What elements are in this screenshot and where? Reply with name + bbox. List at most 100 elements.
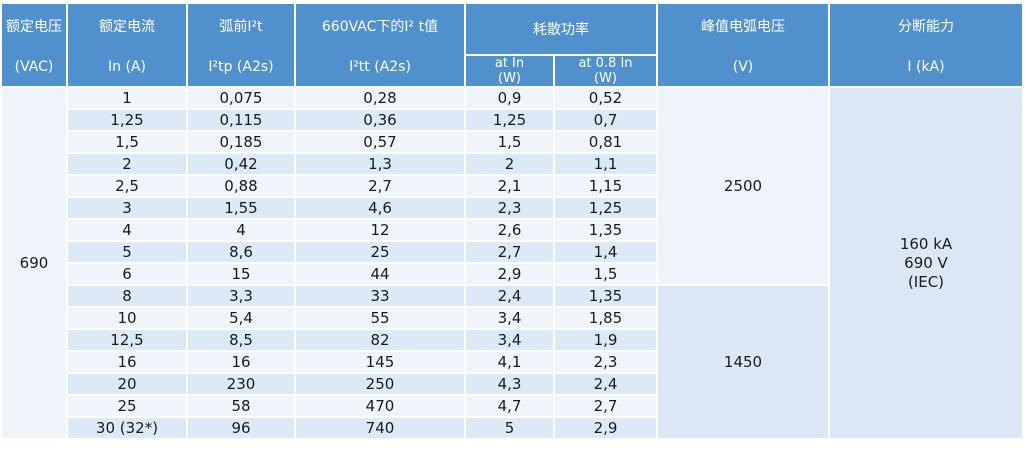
cell-rated-current: 12,5 — [68, 330, 186, 350]
cell-power-at-in: 2,6 — [466, 220, 553, 240]
header-i2t-660vac-label: 660VAC下的I² t值 — [321, 18, 439, 35]
cell-power-at-08in: 2,4 — [555, 374, 656, 394]
cell-rated-current: 1 — [68, 88, 186, 108]
cell-i2t-660vac: 145 — [296, 352, 464, 372]
header-power-at-in: at In (W) — [466, 56, 553, 86]
cell-power-at-in: 2,7 — [466, 242, 553, 262]
table-row: 6 15 44 2,9 1,5 — [2, 264, 1022, 284]
header-rated-voltage: 额定电压 (VAC) — [2, 4, 66, 86]
cell-power-at-in: 3,4 — [466, 330, 553, 350]
cell-rated-current: 2 — [68, 154, 186, 174]
cell-power-at-08in: 1,15 — [555, 176, 656, 196]
table-row: 16 16 145 4,1 2,3 — [2, 352, 1022, 372]
cell-power-at-in: 1,25 — [466, 110, 553, 130]
cell-power-at-in: 2,3 — [466, 198, 553, 218]
table-body: 690 1 0,075 0,28 0,9 0,52 2500 160 kA 690 V (IEC)… — [2, 88, 1022, 438]
cell-prearc-i2t: 8,5 — [188, 330, 294, 350]
cell-power-at-08in: 0,52 — [555, 88, 656, 108]
header-breaking-capacity-unit: I (kA) — [907, 58, 945, 75]
cell-power-at-08in: 1,1 — [555, 154, 656, 174]
cell-power-at-08in: 1,25 — [555, 198, 656, 218]
cell-power-at-in: 1,5 — [466, 132, 553, 152]
cell-power-at-in: 0,9 — [466, 88, 553, 108]
table-header: 额定电压 (VAC) 额定电流 In (A) 弧前I²t I²tp (A2s) — [2, 4, 1022, 86]
header-power-at-08in-unit: (W) — [594, 71, 617, 86]
cell-rated-current: 25 — [68, 396, 186, 416]
cell-i2t-660vac: 740 — [296, 418, 464, 438]
header-peak-arc-voltage-label: 峰值电弧电压 — [701, 18, 785, 35]
cell-i2t-660vac: 82 — [296, 330, 464, 350]
breaking-capacity-line: 160 kA — [899, 234, 953, 253]
cell-power-at-08in: 0,7 — [555, 110, 656, 130]
cell-rated-current: 16 — [68, 352, 186, 372]
cell-prearc-i2t: 1,55 — [188, 198, 294, 218]
table-row: 8 3,3 33 2,4 1,35 1450 — [2, 286, 1022, 438]
cell-i2t-660vac: 0,36 — [296, 110, 464, 130]
breaking-capacity-line: 690 V — [904, 253, 948, 272]
header-i2t-660vac: 660VAC下的I² t值 I²tt (A2s) — [296, 4, 464, 86]
cell-power-at-in: 4,3 — [466, 374, 553, 394]
header-rated-voltage-label: 额定电压 — [6, 18, 62, 35]
header-peak-arc-voltage: 峰值电弧电压 (V) — [658, 4, 828, 86]
cell-rated-current: 1,25 — [68, 110, 186, 130]
table-row: 30 (32*) 96 740 5 2,9 — [2, 418, 1022, 438]
cell-power-at-08in: 1,35 — [555, 220, 656, 240]
cell-i2t-660vac: 25 — [296, 242, 464, 262]
header-rated-voltage-unit: (VAC) — [14, 58, 54, 75]
cell-i2t-660vac: 0,57 — [296, 132, 464, 152]
cell-prearc-i2t: 0,42 — [188, 154, 294, 174]
header-power-at-in-label: at In — [494, 56, 525, 71]
cell-power-at-08in: 2,3 — [555, 352, 656, 372]
cell-i2t-660vac: 2,7 — [296, 176, 464, 196]
cell-prearc-i2t: 3,3 — [188, 286, 294, 306]
cell-power-at-in: 4,7 — [466, 396, 553, 416]
cell-prearc-i2t: 0,88 — [188, 176, 294, 196]
cell-power-at-in: 3,4 — [466, 308, 553, 328]
cell-power-at-08in: 2,9 — [555, 418, 656, 438]
cell-power-at-in: 5 — [466, 418, 553, 438]
cell-power-at-in: 2,1 — [466, 176, 553, 196]
cell-i2t-660vac: 12 — [296, 220, 464, 240]
spec-table: 额定电压 (VAC) 额定电流 In (A) 弧前I²t I²tp (A2s) — [0, 2, 1024, 440]
cell-prearc-i2t: 0,185 — [188, 132, 294, 152]
header-breaking-capacity: 分断能力 I (kA) — [830, 4, 1022, 86]
cell-prearc-i2t: 230 — [188, 374, 294, 394]
cell-prearc-i2t: 8,6 — [188, 242, 294, 262]
table-row: 1,25 0,115 0,36 1,25 0,7 — [2, 110, 1022, 130]
cell-i2t-660vac: 0,28 — [296, 88, 464, 108]
cell-power-at-in: 2,9 — [466, 264, 553, 284]
table-row: 2 0,42 1,3 2 1,1 — [2, 154, 1022, 174]
cell-i2t-660vac: 55 — [296, 308, 464, 328]
cell-i2t-660vac: 1,3 — [296, 154, 464, 174]
header-peak-arc-voltage-unit: (V) — [732, 58, 754, 75]
cell-i2t-660vac: 33 — [296, 286, 464, 306]
cell-power-at-in: 2 — [466, 154, 553, 174]
table-row: 12,5 8,5 82 3,4 1,9 — [2, 330, 1022, 350]
breaking-capacity-cell: 160 kA 690 V (IEC) — [830, 88, 1022, 438]
cell-i2t-660vac: 470 — [296, 396, 464, 416]
cell-prearc-i2t: 4 — [188, 220, 294, 240]
cell-power-at-in: 4,1 — [466, 352, 553, 372]
table-row: 25 58 470 4,7 2,7 — [2, 396, 1022, 416]
header-prearc-i2t-unit: I²tp (A2s) — [208, 58, 274, 75]
cell-prearc-i2t: 5,4 — [188, 308, 294, 328]
table-row: 690 1 0,075 0,28 0,9 0,52 2500 160 kA 690 V (IEC) — [2, 88, 1022, 438]
cell-power-at-08in: 0,81 — [555, 132, 656, 152]
cell-rated-current: 8 — [68, 286, 186, 306]
header-prearc-i2t: 弧前I²t I²tp (A2s) — [188, 4, 294, 86]
peak-arc-voltage-cell: 2500 — [658, 88, 828, 284]
cell-power-at-in: 2,4 — [466, 286, 553, 306]
header-power-at-in-unit: (W) — [498, 71, 521, 86]
cell-rated-current: 6 — [68, 264, 186, 284]
header-power-dissipation: 耗散功率 — [466, 4, 656, 54]
cell-rated-current: 4 — [68, 220, 186, 240]
cell-prearc-i2t: 96 — [188, 418, 294, 438]
cell-rated-current: 10 — [68, 308, 186, 328]
table-row: 3 1,55 4,6 2,3 1,25 — [2, 198, 1022, 218]
table-row: 1,5 0,185 0,57 1,5 0,81 — [2, 132, 1022, 152]
table-row: 5 8,6 25 2,7 1,4 — [2, 242, 1022, 262]
cell-prearc-i2t: 0,075 — [188, 88, 294, 108]
cell-power-at-08in: 1,5 — [555, 264, 656, 284]
cell-prearc-i2t: 16 — [188, 352, 294, 372]
cell-rated-current: 1,5 — [68, 132, 186, 152]
